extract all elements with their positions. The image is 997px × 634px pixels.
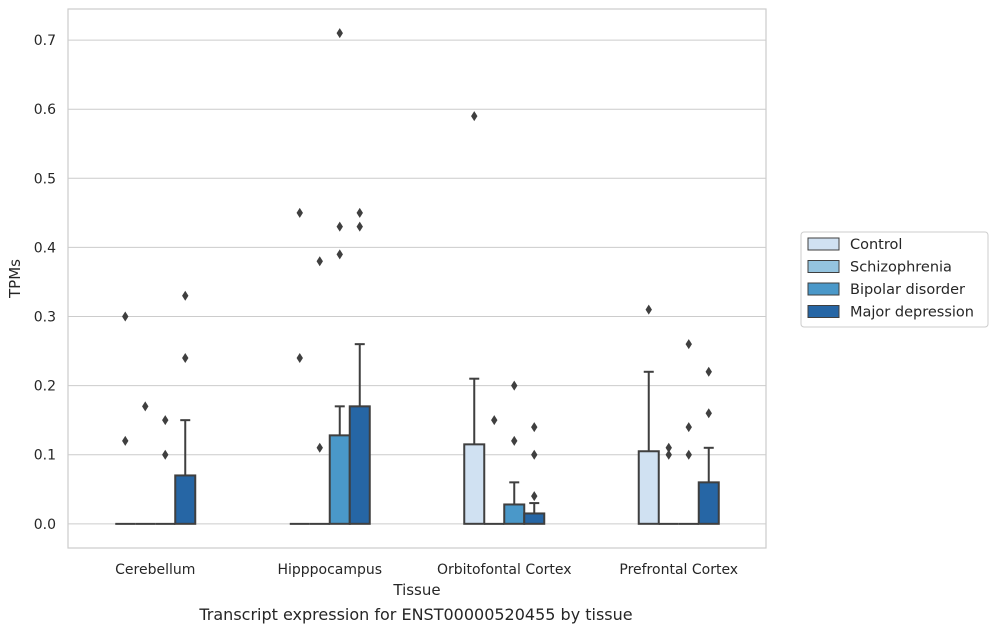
outlier-point: [336, 28, 343, 39]
legend-label: Control: [850, 237, 902, 253]
outlier-point: [511, 380, 518, 391]
box: [637, 450, 660, 525]
y-tick-label: 0.1: [34, 448, 56, 464]
box: [174, 474, 197, 525]
y-tick-label: 0.7: [34, 33, 56, 49]
y-tick-label: 0.5: [34, 171, 56, 187]
outlier-point: [665, 442, 672, 453]
outlier-point: [142, 401, 149, 412]
y-tick-label: 0.4: [34, 240, 56, 256]
outlier-point: [162, 449, 169, 460]
outlier-point: [296, 352, 303, 363]
outlier-point: [665, 449, 672, 460]
box: [697, 481, 720, 525]
outlier-point: [471, 111, 478, 122]
legend-swatch: [807, 260, 840, 273]
outlier-point: [162, 415, 169, 426]
y-tick-label: 0.6: [34, 102, 56, 118]
x-tick-label: Prefrontal Cortex: [619, 562, 738, 578]
outlier-point: [122, 435, 129, 446]
legend-swatch: [807, 282, 840, 296]
outlier-point: [356, 221, 363, 232]
legend-label: Major depression: [850, 305, 974, 321]
boxes: [115, 28, 720, 525]
outlier-point: [511, 435, 518, 446]
outlier-point: [316, 442, 323, 453]
y-tick-label: 0.2: [34, 379, 56, 395]
y-tick-label: 0.3: [34, 310, 56, 326]
y-axis-label: TPMs: [6, 259, 24, 299]
box: [328, 434, 351, 525]
legend-swatch: [807, 237, 840, 251]
outlier-point: [296, 207, 303, 218]
outlier-point: [645, 304, 652, 315]
outlier-point: [182, 290, 189, 301]
outlier-point: [705, 366, 712, 377]
x-tick-label: Hipppocampus: [277, 562, 382, 578]
box: [463, 443, 486, 525]
x-tick-label: Cerebellum: [115, 562, 195, 578]
y-tick-label: 0.0: [34, 517, 56, 533]
outlier-point: [531, 449, 538, 460]
legend-label: Bipolar disorder: [850, 282, 965, 298]
legend: Control Schizophrenia Bipolar disorder Majo…: [800, 231, 989, 328]
outlier-point: [705, 408, 712, 419]
x-axis-label: Tissue: [392, 581, 440, 599]
outlier-point: [356, 207, 363, 218]
outlier-point: [182, 352, 189, 363]
box: [348, 405, 371, 525]
plot-frame: [67, 8, 767, 549]
legend-label: Schizophrenia: [850, 260, 952, 276]
outlier-point: [685, 422, 692, 433]
outlier-point: [336, 249, 343, 260]
outlier-point: [531, 491, 538, 502]
legend-box: [800, 231, 989, 328]
legend-swatch: [807, 305, 840, 318]
outlier-point: [685, 339, 692, 350]
tick-labels: 0.0 0.1 0.2 0.3 0.4 0.5 0.6 0.7 Cerebellum Hipppo…: [34, 33, 738, 578]
outlier-point: [531, 422, 538, 433]
outlier-point: [491, 415, 498, 426]
outlier-point: [316, 256, 323, 267]
gridlines: [68, 39, 766, 525]
outlier-point: [122, 311, 129, 322]
x-tick-label: Orbitofontal Cortex: [437, 562, 572, 578]
box: [523, 512, 546, 525]
outlier-point: [685, 449, 692, 460]
figure-caption: Transcript expression for ENST0000052045…: [199, 605, 633, 624]
box: [503, 503, 526, 525]
outlier-point: [336, 221, 343, 232]
